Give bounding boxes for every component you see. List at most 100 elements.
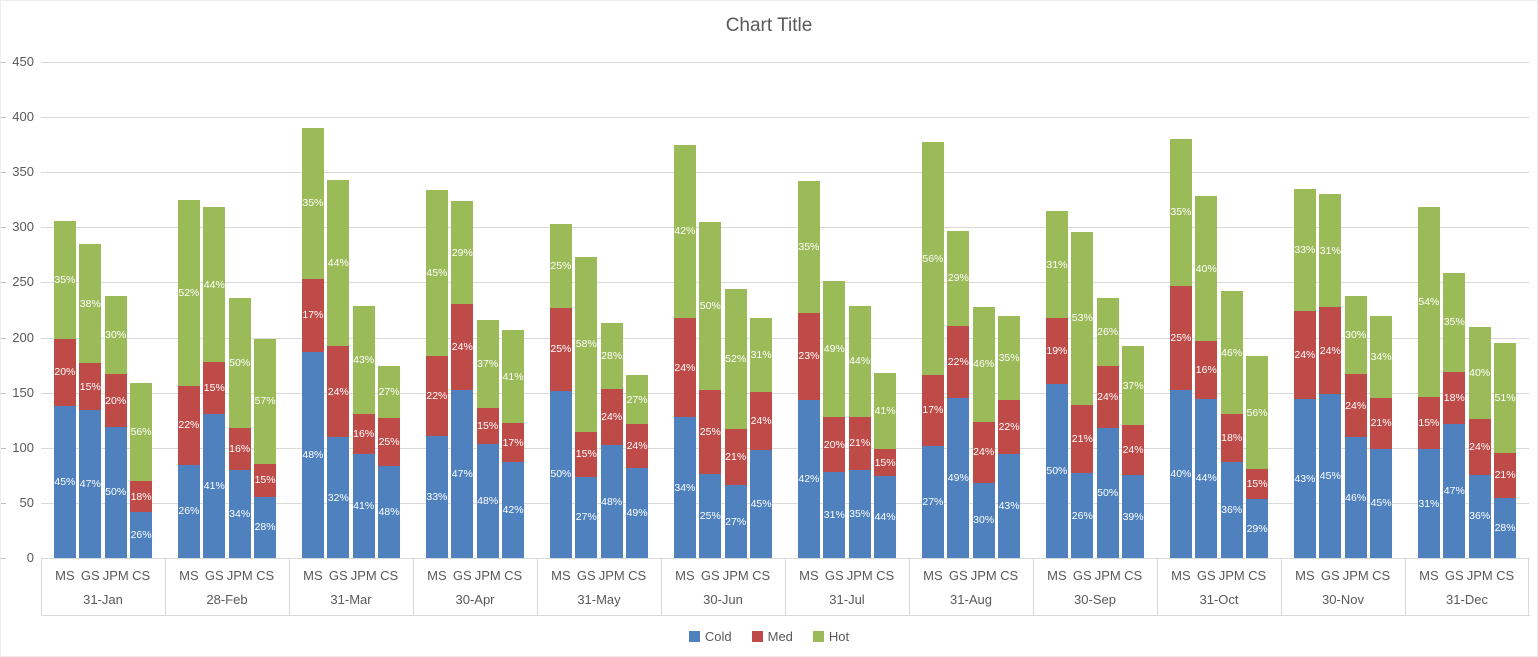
bar-segment-hot[interactable]: 57% bbox=[254, 338, 277, 464]
bar-segment-med[interactable]: 15% bbox=[254, 463, 277, 497]
stacked-bar-cs[interactable]: 41% 15% 44% bbox=[874, 372, 897, 558]
bar-segment-hot[interactable]: 53% bbox=[1071, 231, 1094, 405]
bar-segment-cold[interactable]: 48% bbox=[378, 465, 401, 558]
bar-segment-med[interactable]: 21% bbox=[724, 428, 747, 486]
bar-segment-med[interactable]: 24% bbox=[327, 346, 350, 438]
bar-segment-hot[interactable]: 31% bbox=[1319, 194, 1342, 308]
stacked-bar-jpm[interactable]: 43% 16% 41% bbox=[352, 305, 375, 558]
stacked-bar-cs[interactable]: 34% 21% 45% bbox=[1370, 315, 1393, 558]
bar-segment-med[interactable]: 21% bbox=[848, 416, 871, 470]
bar-segment-cold[interactable]: 48% bbox=[476, 443, 499, 558]
bar-segment-med[interactable]: 21% bbox=[1370, 397, 1393, 449]
bar-segment-med[interactable]: 25% bbox=[699, 389, 722, 474]
stacked-bar-ms[interactable]: 35% 17% 48% bbox=[301, 128, 324, 558]
bar-segment-med[interactable]: 15% bbox=[79, 363, 102, 411]
bar-segment-hot[interactable]: 29% bbox=[947, 230, 970, 326]
bar-segment-cold[interactable]: 26% bbox=[177, 464, 200, 558]
bar-segment-hot[interactable]: 37% bbox=[476, 319, 499, 408]
bar-segment-cold[interactable]: 36% bbox=[1468, 474, 1491, 558]
bar-segment-med[interactable]: 20% bbox=[823, 416, 846, 473]
bar-segment-cold[interactable]: 50% bbox=[1096, 427, 1119, 558]
stacked-bar-cs[interactable]: 41% 17% 42% bbox=[502, 329, 525, 558]
bar-segment-cold[interactable]: 27% bbox=[575, 476, 598, 558]
bar-segment-med[interactable]: 21% bbox=[1071, 404, 1094, 474]
stacked-bar-jpm[interactable]: 46% 18% 36% bbox=[1220, 291, 1243, 558]
bar-segment-cold[interactable]: 28% bbox=[1494, 497, 1517, 558]
stacked-bar-gs[interactable]: 35% 18% 47% bbox=[1443, 272, 1466, 558]
bar-segment-cold[interactable]: 48% bbox=[301, 351, 324, 558]
bar-segment-hot[interactable]: 35% bbox=[1443, 272, 1466, 373]
bar-segment-med[interactable]: 19% bbox=[1045, 318, 1068, 385]
bar-segment-hot[interactable]: 27% bbox=[378, 366, 401, 418]
bar-segment-med[interactable]: 15% bbox=[575, 431, 598, 477]
bar-segment-cold[interactable]: 35% bbox=[848, 469, 871, 558]
stacked-bar-ms[interactable]: 35% 20% 45% bbox=[53, 220, 76, 558]
bar-segment-cold[interactable]: 27% bbox=[724, 485, 747, 558]
bar-segment-cold[interactable]: 47% bbox=[451, 390, 474, 558]
bar-segment-cold[interactable]: 31% bbox=[823, 472, 846, 558]
bar-segment-cold[interactable]: 34% bbox=[673, 417, 696, 558]
stacked-bar-jpm[interactable]: 37% 15% 48% bbox=[476, 319, 499, 558]
bar-segment-med[interactable]: 24% bbox=[1344, 374, 1367, 438]
bar-segment-cold[interactable]: 28% bbox=[254, 496, 277, 558]
bar-segment-cold[interactable]: 46% bbox=[1344, 437, 1367, 558]
bar-segment-cold[interactable]: 50% bbox=[104, 426, 127, 558]
bar-segment-hot[interactable]: 58% bbox=[575, 257, 598, 432]
bar-segment-hot[interactable]: 44% bbox=[327, 179, 350, 347]
bar-segment-med[interactable]: 24% bbox=[750, 392, 773, 450]
bar-segment-hot[interactable]: 44% bbox=[203, 207, 226, 362]
bar-segment-hot[interactable]: 51% bbox=[1494, 343, 1517, 453]
stacked-bar-jpm[interactable]: 30% 24% 46% bbox=[1344, 295, 1367, 558]
bar-segment-med[interactable]: 17% bbox=[502, 423, 525, 463]
bar-segment-cold[interactable]: 43% bbox=[1293, 399, 1316, 558]
stacked-bar-ms[interactable]: 25% 25% 50% bbox=[549, 224, 572, 558]
stacked-bar-gs[interactable]: 29% 24% 47% bbox=[451, 200, 474, 558]
stacked-bar-gs[interactable]: 58% 15% 27% bbox=[575, 257, 598, 558]
bar-segment-cold[interactable]: 27% bbox=[921, 445, 944, 558]
bar-segment-med[interactable]: 18% bbox=[1443, 372, 1466, 424]
bar-segment-cold[interactable]: 44% bbox=[874, 476, 897, 558]
bar-segment-hot[interactable]: 33% bbox=[1293, 188, 1316, 311]
bar-segment-hot[interactable]: 31% bbox=[1045, 210, 1068, 319]
bar-segment-hot[interactable]: 49% bbox=[823, 281, 846, 417]
bar-segment-hot[interactable]: 46% bbox=[972, 306, 995, 423]
bar-segment-med[interactable]: 15% bbox=[1417, 396, 1440, 450]
bar-segment-hot[interactable]: 50% bbox=[699, 221, 722, 390]
bar-segment-hot[interactable]: 42% bbox=[673, 144, 696, 319]
bar-segment-cold[interactable]: 44% bbox=[1195, 398, 1218, 558]
bar-segment-med[interactable]: 16% bbox=[228, 427, 251, 470]
bar-segment-cold[interactable]: 26% bbox=[1071, 473, 1094, 558]
stacked-bar-jpm[interactable]: 28% 24% 48% bbox=[600, 323, 623, 558]
bar-segment-cold[interactable]: 34% bbox=[228, 469, 251, 558]
bar-segment-med[interactable]: 24% bbox=[451, 304, 474, 391]
stacked-bar-gs[interactable]: 29% 22% 49% bbox=[947, 230, 970, 558]
bar-segment-hot[interactable]: 40% bbox=[1468, 326, 1491, 420]
legend-item-med[interactable]: Med bbox=[751, 629, 793, 644]
bar-segment-hot[interactable]: 27% bbox=[626, 375, 649, 425]
stacked-bar-jpm[interactable]: 52% 21% 27% bbox=[724, 289, 747, 558]
bar-segment-hot[interactable]: 56% bbox=[130, 382, 153, 481]
stacked-bar-gs[interactable]: 40% 16% 44% bbox=[1195, 196, 1218, 558]
bar-segment-cold[interactable]: 31% bbox=[1417, 449, 1440, 558]
bar-segment-cold[interactable]: 45% bbox=[1370, 448, 1393, 558]
bar-segment-cold[interactable]: 45% bbox=[750, 449, 773, 558]
stacked-bar-gs[interactable]: 31% 24% 45% bbox=[1319, 194, 1342, 558]
bar-segment-med[interactable]: 18% bbox=[130, 480, 153, 513]
stacked-bar-gs[interactable]: 50% 25% 25% bbox=[699, 221, 722, 558]
bar-segment-hot[interactable]: 43% bbox=[352, 305, 375, 415]
stacked-bar-ms[interactable]: 54% 15% 31% bbox=[1417, 207, 1440, 558]
bar-segment-med[interactable]: 16% bbox=[352, 414, 375, 455]
stacked-bar-cs[interactable]: 27% 24% 49% bbox=[626, 375, 649, 558]
bar-segment-med[interactable]: 22% bbox=[998, 400, 1021, 454]
bar-segment-cold[interactable]: 48% bbox=[600, 445, 623, 558]
bar-segment-cold[interactable]: 42% bbox=[797, 399, 820, 558]
bar-segment-hot[interactable]: 31% bbox=[750, 317, 773, 393]
stacked-bar-ms[interactable]: 42% 24% 34% bbox=[673, 144, 696, 558]
bar-segment-hot[interactable]: 34% bbox=[1370, 315, 1393, 398]
bar-segment-hot[interactable]: 46% bbox=[1220, 291, 1243, 414]
bar-segment-med[interactable]: 22% bbox=[177, 386, 200, 465]
stacked-bar-jpm[interactable]: 44% 21% 35% bbox=[848, 305, 871, 558]
bar-segment-hot[interactable]: 41% bbox=[874, 372, 897, 449]
bar-segment-hot[interactable]: 35% bbox=[301, 128, 324, 279]
stacked-bar-ms[interactable]: 45% 22% 33% bbox=[425, 189, 448, 558]
